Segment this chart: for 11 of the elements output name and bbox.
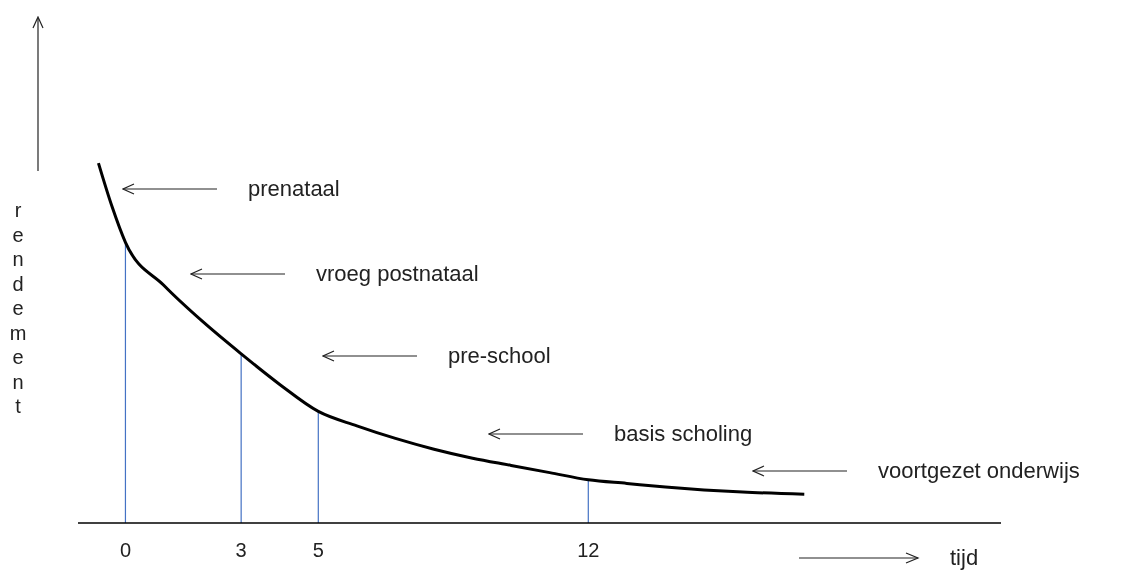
annotation: vroeg postnataal bbox=[316, 261, 479, 287]
text: rendement bbox=[9, 199, 27, 417]
x-axis-title: tijd bbox=[950, 545, 979, 571]
x-tick-label: 5 bbox=[312, 539, 324, 562]
annotation: voortgezet onderwijs bbox=[878, 458, 1080, 484]
x-tick-label: 3 bbox=[235, 539, 247, 562]
x-tick-label: 12 bbox=[577, 539, 600, 562]
x-tick-label: 0 bbox=[119, 539, 131, 562]
annotation: pre-school bbox=[448, 343, 551, 369]
annotation: prenataal bbox=[248, 176, 340, 202]
annotation: basis scholing bbox=[614, 421, 753, 447]
